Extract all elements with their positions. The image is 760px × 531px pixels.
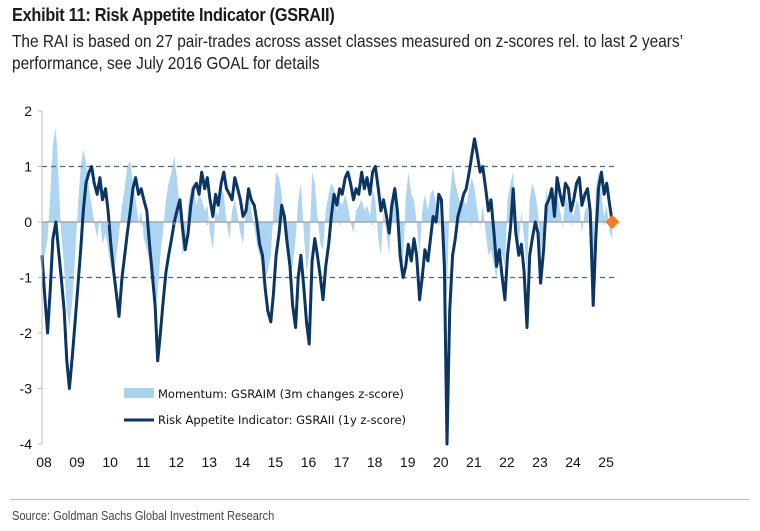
- x-tick-label: 13: [202, 454, 218, 470]
- momentum-area: [42, 127, 613, 328]
- x-tick-label: 17: [334, 454, 350, 470]
- x-tick-label: 24: [565, 454, 581, 470]
- chart-title: Exhibit 11: Risk Appetite Indicator (GSR…: [12, 4, 335, 25]
- legend-swatch-momentum: [124, 388, 154, 398]
- footer-divider: [10, 499, 750, 500]
- x-tick-label: 10: [102, 454, 118, 470]
- y-tick-label: -4: [20, 436, 33, 452]
- legend: Momentum: GSRAIM (3m changes z-score) Ri…: [124, 387, 406, 427]
- momentum-area-layer: [42, 127, 613, 328]
- chart-subtitle: The RAI is based on 27 pair-trades acros…: [12, 30, 742, 74]
- latest-value-marker: [605, 215, 620, 229]
- x-tick-label: 25: [598, 454, 614, 470]
- subtitle-line-1: The RAI is based on 27 pair-trades acros…: [12, 31, 684, 51]
- x-tick-label: 15: [268, 454, 284, 470]
- rai-line-layer: [40, 137, 614, 446]
- rai-line: [40, 137, 614, 446]
- x-tick-label: 22: [499, 454, 515, 470]
- x-tick-label: 21: [466, 454, 482, 470]
- x-tick-label: 20: [433, 454, 449, 470]
- x-tick-label: 23: [532, 454, 548, 470]
- x-axis: 08 09 10 11 12 13 14 15 16 17 18 19 20 21 22 23 24 25: [36, 222, 614, 470]
- x-tick-label: 12: [168, 454, 184, 470]
- source-note: Source: Goldman Sachs Global Investment …: [12, 508, 275, 523]
- x-tick-label: 08: [36, 454, 52, 470]
- y-tick-label: 2: [24, 103, 32, 119]
- subtitle-line-2: performance, see July 2016 GOAL for deta…: [12, 53, 320, 73]
- legend-label-momentum: Momentum: GSRAIM (3m changes z-score): [158, 387, 404, 401]
- x-tick-label: 16: [301, 454, 317, 470]
- y-tick-label: -3: [20, 381, 33, 397]
- chart-area: 210-1-2-3-4 08 09 10 11 12 13 14 15 16 17 18 19 20 21…: [20, 103, 620, 470]
- legend-label-rai: Risk Appetite Indicator: GSRAII (1y z-sc…: [158, 413, 406, 427]
- x-tick-label: 19: [400, 454, 416, 470]
- y-axis: 2 1 0 -1 -2 -3 -4: [20, 103, 43, 452]
- y-tick-label: 0: [24, 214, 32, 230]
- y-tick-label: 1: [24, 159, 32, 175]
- latest-marker-layer: [605, 215, 620, 229]
- y-tick-label: -2: [20, 325, 33, 341]
- x-tick-label: 11: [136, 454, 151, 470]
- y-tick-label: -1: [20, 270, 33, 286]
- x-tick-label: 09: [69, 454, 85, 470]
- x-tick-label: 14: [235, 454, 251, 470]
- x-tick-label: 18: [367, 454, 383, 470]
- reference-lines: [42, 165, 614, 279]
